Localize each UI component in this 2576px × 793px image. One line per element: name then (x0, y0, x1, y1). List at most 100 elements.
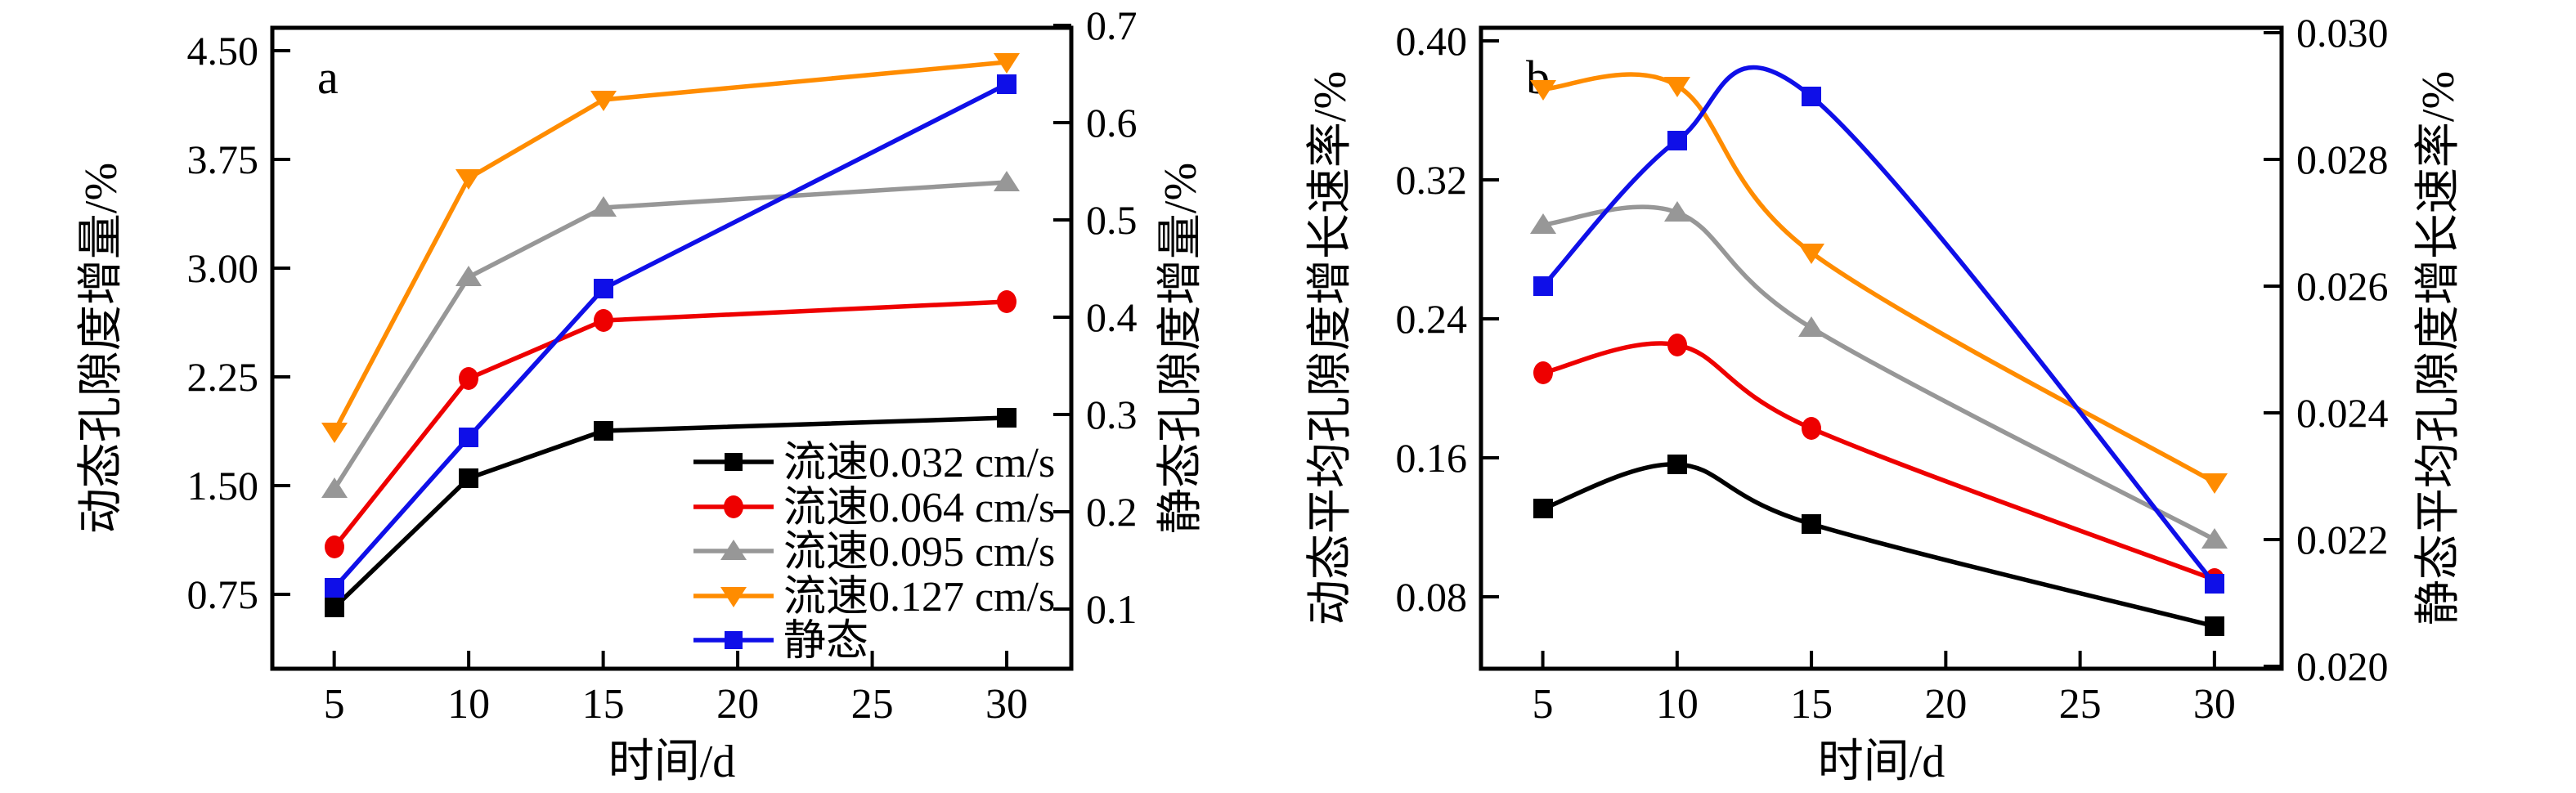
series-marker-2 (1530, 213, 1556, 234)
series-marker-1 (1802, 417, 1821, 440)
x-tick-label: 5 (324, 681, 345, 728)
x-tick-label: 30 (2193, 681, 2236, 728)
legend-label: 静态 (783, 618, 868, 665)
series-marker-2 (590, 196, 617, 217)
series-marker-0 (997, 408, 1016, 428)
series-line-3 (332, 60, 1009, 434)
x-tick-label: 30 (985, 681, 1028, 728)
legend-marker (725, 453, 743, 471)
legend-marker (724, 495, 743, 518)
legend-label: 流速0.032 cm/s (783, 440, 1055, 486)
series-line-4 (1541, 65, 2217, 586)
yright-tick-label: 0.030 (2296, 10, 2389, 56)
series-marker-4 (1802, 87, 1821, 106)
yright-tick-label: 0.028 (2296, 137, 2389, 182)
x-tick-label: 15 (582, 681, 625, 728)
series-marker-0 (1802, 514, 1821, 534)
series-marker-1 (1533, 361, 1553, 384)
x-tick-label: 20 (716, 681, 759, 728)
legend-label: 流速0.095 cm/s (783, 529, 1055, 576)
x-axis-title: 时间/d (608, 737, 736, 787)
yright-tick-label: 0.5 (1086, 197, 1138, 243)
series-line-4 (332, 82, 1009, 590)
plot-frame (1479, 25, 2284, 671)
legend-marker (720, 587, 747, 607)
x-tick-label: 5 (1533, 681, 1554, 728)
yright-tick-label: 0.4 (1086, 294, 1138, 340)
yleft-tick-label: 2.25 (187, 354, 259, 400)
series-marker-3 (1530, 80, 1556, 101)
legend-label: 流速0.064 cm/s (783, 485, 1055, 531)
series-marker-2 (2201, 528, 2228, 549)
series-marker-3 (590, 91, 617, 111)
series-marker-1 (325, 535, 344, 558)
plot-frame (270, 25, 1074, 671)
yleft-tick-label: 0.08 (1396, 574, 1468, 620)
legend-marker (720, 540, 747, 560)
yright-tick-label: 0.022 (2296, 517, 2389, 562)
panel-b: 5 10 15 20 25 30 0.08 0.16 0.24 0.32 0.40 0.020 0.02… (1305, 10, 2464, 787)
panel-letter: a (317, 51, 339, 104)
yright-tick-label: 0.3 (1086, 392, 1138, 437)
yright-tick-label: 0.020 (2296, 643, 2389, 689)
series-line-0 (332, 415, 1009, 610)
series-marker-3 (994, 53, 1020, 74)
series-marker-1 (459, 367, 478, 390)
panel-a: 5 10 15 20 25 30 0.75 1.50 2.25 3.00 3.75 4.50 0.1 0.… (76, 2, 1206, 787)
yright-tick-label: 0.2 (1086, 489, 1138, 535)
series-line-2 (1541, 204, 2217, 542)
series-marker-4 (997, 74, 1016, 94)
series-marker-2 (1664, 201, 1690, 222)
yright-tick-label: 0.6 (1086, 100, 1138, 146)
series-marker-0 (2205, 616, 2224, 636)
series-marker-3 (2201, 473, 2228, 494)
series-marker-2 (456, 266, 482, 286)
yleft-tick-label: 4.50 (187, 28, 259, 74)
series-marker-3 (321, 423, 348, 443)
series-marker-3 (456, 169, 482, 190)
yright-tick-label: 0.1 (1086, 586, 1138, 632)
x-tick-label: 25 (2059, 681, 2102, 728)
legend-marker (725, 631, 743, 649)
series-marker-2 (994, 171, 1020, 191)
series-marker-2 (321, 477, 348, 498)
x-tick-label: 20 (1924, 681, 1967, 728)
series-line-0 (1541, 462, 2217, 629)
series-marker-4 (1533, 276, 1553, 296)
x-tick-label: 25 (851, 681, 894, 728)
yright-axis-title: 静态平均孔隙度增长速率/% (2413, 71, 2464, 625)
series-marker-0 (594, 421, 613, 441)
series-marker-4 (459, 428, 478, 447)
series-line-3 (1541, 72, 2217, 485)
yleft-tick-label: 1.50 (187, 463, 259, 509)
x-axis-title: 时间/d (1818, 737, 1945, 787)
series-line-1 (332, 299, 1009, 549)
yleft-axis-title: 动态孔隙度增量/% (76, 163, 127, 534)
series-marker-0 (1533, 499, 1553, 518)
series-marker-1 (997, 290, 1016, 313)
series-marker-4 (1667, 131, 1687, 150)
series-marker-2 (1798, 316, 1824, 337)
yleft-axis-title: 动态平均孔隙度增长速率/% (1305, 71, 1356, 625)
series-marker-3 (1798, 244, 1824, 264)
series-line-2 (332, 180, 1009, 491)
yleft-tick-label: 0.24 (1396, 296, 1468, 342)
yleft-tick-label: 0.40 (1396, 18, 1468, 64)
x-tick-label: 10 (447, 681, 490, 728)
series-line-1 (1541, 341, 2217, 582)
series-marker-4 (594, 279, 613, 298)
yright-axis-title: 静态孔隙度增量/% (1156, 163, 1206, 534)
yright-tick-label: 0.024 (2296, 390, 2389, 436)
series-marker-4 (325, 578, 344, 598)
series-marker-4 (2205, 574, 2224, 594)
x-tick-label: 15 (1790, 681, 1833, 728)
yleft-tick-label: 3.75 (187, 137, 259, 182)
series-marker-0 (459, 468, 478, 488)
series-marker-0 (1667, 455, 1687, 474)
x-tick-label: 10 (1656, 681, 1699, 728)
yleft-tick-label: 0.32 (1396, 157, 1468, 203)
yleft-tick-label: 0.75 (187, 571, 259, 617)
